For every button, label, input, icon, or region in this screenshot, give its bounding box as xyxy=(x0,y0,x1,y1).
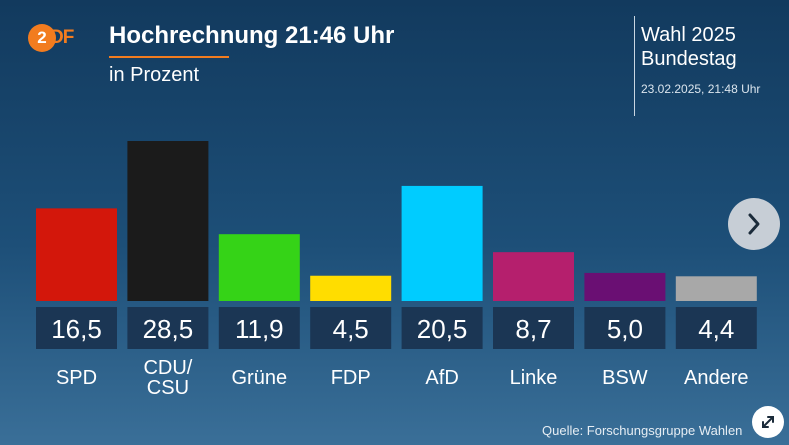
value-box-7 xyxy=(675,307,757,349)
value-box-2 xyxy=(218,307,300,349)
bar-4 xyxy=(401,185,483,301)
bar-1 xyxy=(127,141,209,301)
value-box-5 xyxy=(493,307,574,349)
value-box-1 xyxy=(127,307,209,349)
data-label-5: 8,7 xyxy=(515,314,551,344)
category-label-0: SPD xyxy=(56,367,97,389)
bar-7 xyxy=(675,276,757,301)
expand-arrows-icon xyxy=(762,416,774,428)
election-name-line1: Wahl 2025 xyxy=(641,24,736,46)
category-label-1-line-1: CSU xyxy=(147,377,189,399)
election-name: Wahl 2025 Bundestag xyxy=(641,23,737,71)
data-label-2: 11,9 xyxy=(235,314,284,344)
title-underline xyxy=(109,56,229,58)
category-label-1-line-0: CDU/ xyxy=(143,357,192,379)
election-timestamp: 23.02.2025, 21:48 Uhr xyxy=(641,82,761,96)
chevron-right-icon xyxy=(748,213,760,235)
source-note: Quelle: Forschungsgruppe Wahlen xyxy=(542,423,743,438)
data-label-0: 16,5 xyxy=(51,314,102,344)
bar-6 xyxy=(584,272,666,301)
election-name-line2: Bundestag xyxy=(641,48,737,70)
category-label-2: Grüne xyxy=(232,367,288,389)
category-label-4: AfD xyxy=(425,367,458,389)
chart-subtitle: in Prozent xyxy=(109,64,200,86)
data-label-6: 5,0 xyxy=(607,314,643,344)
value-box-4 xyxy=(401,307,483,349)
header-divider xyxy=(634,16,635,116)
data-label-3: 4,5 xyxy=(333,314,369,344)
zdf-logo-letters: DF xyxy=(50,27,74,48)
next-button[interactable] xyxy=(728,198,780,250)
bar-3 xyxy=(310,275,392,301)
category-label-5: Linke xyxy=(510,367,558,389)
chart-title: Hochrechnung 21:46 Uhr xyxy=(109,22,395,49)
bar-5 xyxy=(493,252,574,301)
value-box-3 xyxy=(310,307,392,349)
zdf-logo: 2 DF xyxy=(28,24,80,52)
expand-button[interactable] xyxy=(752,406,784,438)
value-box-0 xyxy=(36,307,117,349)
data-label-7: 4,4 xyxy=(698,314,734,344)
data-label-4: 20,5 xyxy=(417,314,468,344)
bar-2 xyxy=(218,234,300,301)
zdf-logo-circle: 2 xyxy=(28,24,56,52)
value-box-6 xyxy=(584,307,666,349)
bar-0 xyxy=(36,208,117,301)
category-label-6: BSW xyxy=(602,367,648,389)
category-label-3: FDP xyxy=(331,367,371,389)
category-label-7: Andere xyxy=(684,367,749,389)
data-label-1: 28,5 xyxy=(143,314,194,344)
